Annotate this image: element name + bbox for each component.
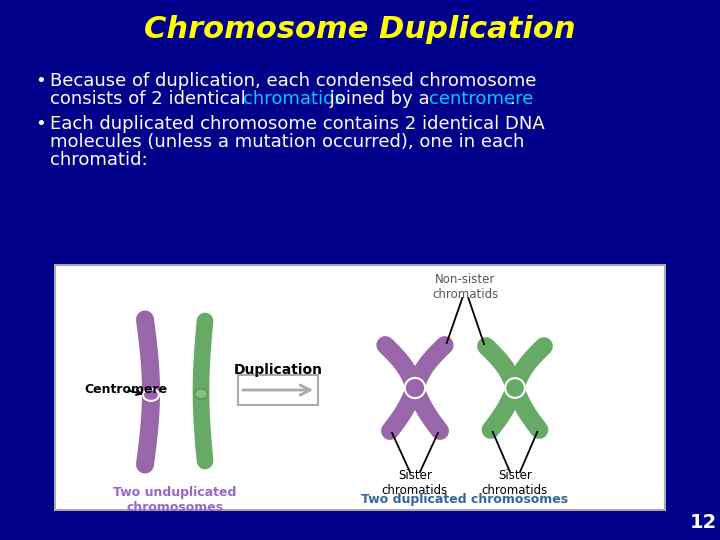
Text: Non-sister
chromatids: Non-sister chromatids (432, 273, 498, 301)
Text: consists of 2 identical: consists of 2 identical (50, 90, 251, 108)
Text: Because of duplication, each condensed chromosome: Because of duplication, each condensed c… (50, 72, 536, 90)
Text: Sister
chromatids: Sister chromatids (382, 469, 448, 497)
Text: 12: 12 (689, 512, 716, 531)
Text: •: • (35, 72, 46, 90)
Text: .: . (510, 90, 516, 108)
Ellipse shape (405, 378, 425, 398)
Ellipse shape (143, 389, 159, 401)
FancyBboxPatch shape (238, 375, 318, 405)
FancyBboxPatch shape (55, 265, 665, 510)
Text: chromatids: chromatids (243, 90, 344, 108)
Text: Chromosome Duplication: Chromosome Duplication (144, 16, 576, 44)
Ellipse shape (505, 378, 525, 398)
Text: Two duplicated chromosomes: Two duplicated chromosomes (361, 494, 569, 507)
Text: centromere: centromere (429, 90, 534, 108)
Text: Each duplicated chromosome contains 2 identical DNA: Each duplicated chromosome contains 2 id… (50, 115, 545, 133)
Ellipse shape (194, 389, 207, 399)
Text: chromatid:: chromatid: (50, 151, 148, 169)
Text: Sister
chromatids: Sister chromatids (482, 469, 548, 497)
Text: •: • (35, 115, 46, 133)
Text: molecules (unless a mutation occurred), one in each: molecules (unless a mutation occurred), … (50, 133, 524, 151)
Text: joined by a: joined by a (324, 90, 436, 108)
Text: Two unduplicated
chromosomes: Two unduplicated chromosomes (113, 486, 237, 514)
Text: Centromere: Centromere (84, 383, 167, 396)
Text: Duplication: Duplication (233, 363, 323, 377)
